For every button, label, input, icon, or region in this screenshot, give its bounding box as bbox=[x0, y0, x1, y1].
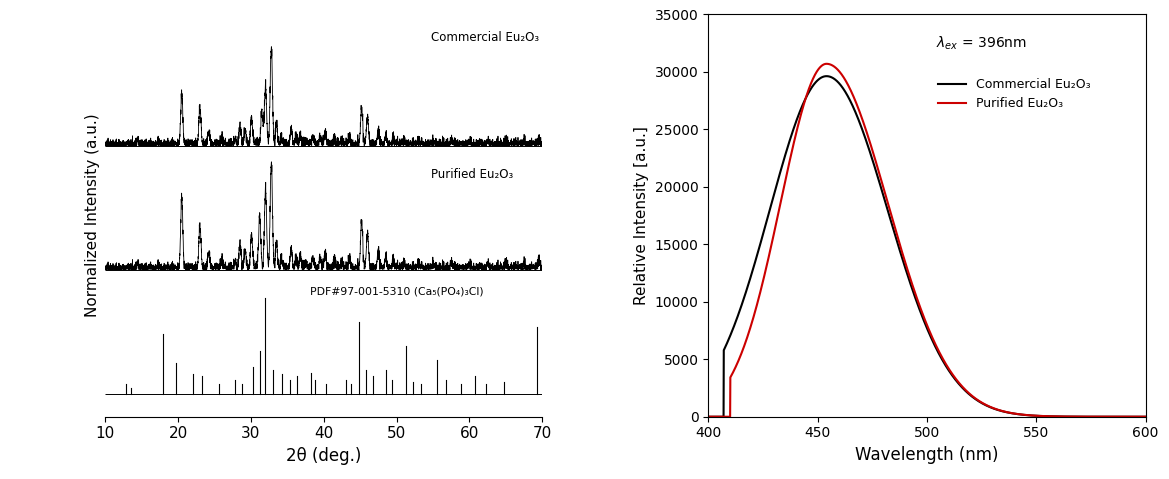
Y-axis label: Normalized Intensity (a.u.): Normalized Intensity (a.u.) bbox=[84, 114, 99, 318]
Purified Eu₂O₃ bbox=[1139, 414, 1153, 420]
Purified Eu₂O₃ bbox=[1046, 413, 1060, 419]
Commercial Eu₂O₃ bbox=[1139, 414, 1153, 420]
Purified Eu₂O₃ bbox=[1126, 414, 1140, 420]
Text: $\lambda_{ex}$ = 396nm: $\lambda_{ex}$ = 396nm bbox=[936, 34, 1026, 52]
Purified Eu₂O₃ bbox=[902, 274, 916, 279]
Commercial Eu₂O₃ bbox=[819, 73, 833, 79]
Line: Purified Eu₂O₃: Purified Eu₂O₃ bbox=[708, 64, 1146, 417]
Text: Purified Eu₂O₃: Purified Eu₂O₃ bbox=[431, 168, 513, 181]
Purified Eu₂O₃ bbox=[1126, 414, 1140, 420]
Commercial Eu₂O₃ bbox=[1046, 413, 1060, 419]
X-axis label: Wavelength (nm): Wavelength (nm) bbox=[856, 446, 998, 464]
Commercial Eu₂O₃ bbox=[701, 414, 715, 420]
Commercial Eu₂O₃ bbox=[1126, 414, 1140, 420]
Commercial Eu₂O₃ bbox=[902, 279, 916, 285]
Commercial Eu₂O₃ bbox=[724, 331, 738, 337]
Line: Commercial Eu₂O₃: Commercial Eu₂O₃ bbox=[708, 76, 1146, 417]
Text: Commercial Eu₂O₃: Commercial Eu₂O₃ bbox=[430, 31, 539, 45]
Legend: Commercial Eu₂O₃, Purified Eu₂O₃: Commercial Eu₂O₃, Purified Eu₂O₃ bbox=[933, 73, 1095, 115]
Text: PDF#97-001-5310 (Ca₅(PO₄)₃Cl): PDF#97-001-5310 (Ca₅(PO₄)₃Cl) bbox=[311, 286, 484, 296]
Purified Eu₂O₃ bbox=[701, 414, 715, 420]
X-axis label: 2θ (deg.): 2θ (deg.) bbox=[286, 447, 361, 465]
Purified Eu₂O₃ bbox=[914, 308, 928, 313]
Commercial Eu₂O₃ bbox=[914, 311, 928, 317]
Y-axis label: Relative Intensity [a.u.]: Relative Intensity [a.u.] bbox=[635, 126, 649, 305]
Commercial Eu₂O₃ bbox=[1126, 414, 1140, 420]
Purified Eu₂O₃ bbox=[724, 374, 738, 379]
Purified Eu₂O₃ bbox=[819, 61, 833, 67]
